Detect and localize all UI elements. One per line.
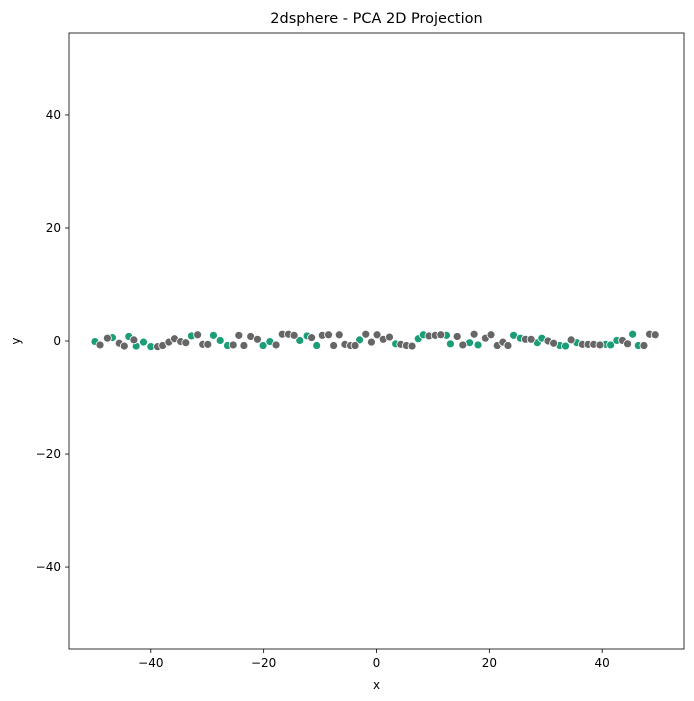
data-point xyxy=(334,330,344,340)
data-point xyxy=(650,330,660,340)
data-point xyxy=(258,341,268,350)
data-point xyxy=(385,332,394,342)
data-point xyxy=(307,333,317,343)
data-point xyxy=(367,337,376,347)
chart-title: 2dsphere - PCA 2D Projection xyxy=(270,11,482,27)
y-tick-label: −20 xyxy=(36,447,61,461)
data-point xyxy=(119,341,129,351)
data-point xyxy=(446,339,455,349)
y-tick-label: −40 xyxy=(36,560,61,574)
data-point xyxy=(452,332,462,341)
data-point xyxy=(361,329,371,339)
x-tick-label: −40 xyxy=(138,656,163,670)
y-axis-label: y xyxy=(9,337,23,344)
data-point xyxy=(215,336,225,345)
data-point xyxy=(595,340,605,350)
data-point xyxy=(95,340,105,350)
data-point xyxy=(129,335,139,345)
x-tick-label: 20 xyxy=(482,656,497,670)
data-point xyxy=(239,341,249,350)
data-point xyxy=(549,338,559,348)
data-point xyxy=(639,341,649,350)
data-point xyxy=(271,340,281,350)
x-tick-label: 40 xyxy=(595,656,610,670)
y-tick-label: 40 xyxy=(46,108,61,122)
data-point xyxy=(503,341,513,350)
x-axis: −40 −20 0 20 40 xyxy=(138,649,610,670)
x-tick-label: 0 xyxy=(373,656,381,670)
data-point xyxy=(234,330,244,340)
data-point xyxy=(139,337,148,347)
y-tick-label: 0 xyxy=(53,334,61,348)
y-tick-label: 20 xyxy=(46,221,61,235)
data-point xyxy=(289,330,299,340)
data-point xyxy=(606,340,616,350)
data-point xyxy=(253,334,262,344)
data-point xyxy=(561,341,570,351)
data-point xyxy=(628,329,638,339)
data-point xyxy=(102,333,112,343)
data-point xyxy=(566,335,576,345)
data-point xyxy=(228,340,238,350)
data-point xyxy=(295,336,305,345)
data-point xyxy=(407,341,417,351)
data-point xyxy=(312,341,322,350)
points-layer xyxy=(90,329,660,352)
y-axis: −40 −20 0 20 40 xyxy=(36,108,69,574)
data-point xyxy=(209,330,218,340)
data-point xyxy=(473,340,483,350)
data-point xyxy=(324,330,333,340)
data-point xyxy=(203,339,213,349)
data-point xyxy=(181,338,191,348)
data-point xyxy=(486,330,496,340)
x-tick-label: −20 xyxy=(251,656,276,670)
data-point xyxy=(469,329,479,339)
data-point xyxy=(350,341,360,350)
data-point xyxy=(193,330,203,340)
x-axis-label: x xyxy=(373,678,380,692)
data-point xyxy=(355,335,364,345)
data-point xyxy=(436,330,446,340)
data-point xyxy=(526,334,536,344)
data-point xyxy=(458,340,468,350)
data-point xyxy=(329,341,339,350)
data-point xyxy=(623,339,632,349)
data-point xyxy=(372,330,382,340)
